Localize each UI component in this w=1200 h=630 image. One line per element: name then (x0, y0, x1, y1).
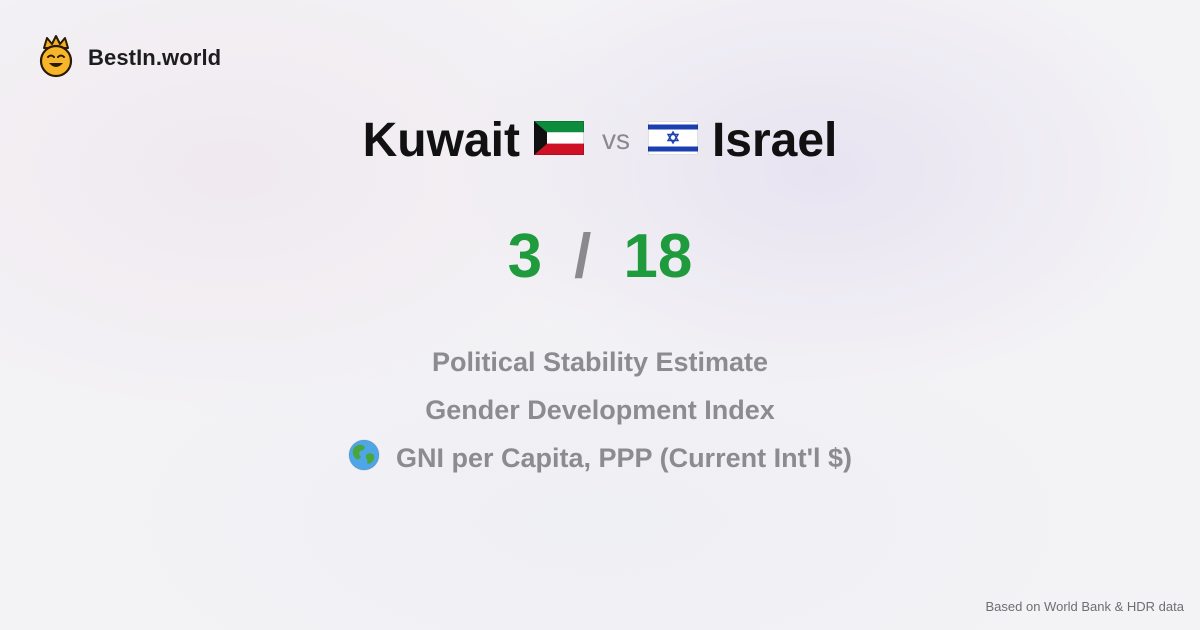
right-score: 18 (623, 221, 693, 291)
metric-item: Political Stability Estimate (432, 338, 768, 386)
metric-label: GNI per Capita, PPP (Current Int'l $) (396, 442, 852, 473)
kuwait-flag-icon (533, 120, 584, 160)
metric-label: Political Stability Estimate (431, 346, 769, 377)
comparison-title: Kuwait vs Israel (0, 110, 1200, 170)
metrics-list: Political Stability Estimate Gender Deve… (0, 338, 1200, 482)
score-row: 3 / 18 (0, 220, 1200, 292)
metric-label: Gender Development Index (425, 394, 775, 425)
source-note: Based on World Bank & HDR data (985, 599, 1184, 614)
globe-icon (348, 439, 380, 478)
metric-item: Gender Development Index (425, 386, 775, 434)
left-country: Kuwait (362, 113, 520, 167)
brand[interactable]: BestIn.world (38, 34, 222, 83)
brand-name: BestIn.world (88, 45, 222, 70)
metric-item: GNI per Capita, PPP (Current Int'l $) (348, 434, 852, 482)
crowned-smiley-icon (38, 34, 74, 83)
score-separator: / (574, 221, 592, 291)
left-score: 3 (507, 221, 543, 291)
vs-label: vs (601, 124, 630, 155)
israel-flag-icon (647, 120, 698, 160)
right-country: Israel (711, 113, 838, 167)
